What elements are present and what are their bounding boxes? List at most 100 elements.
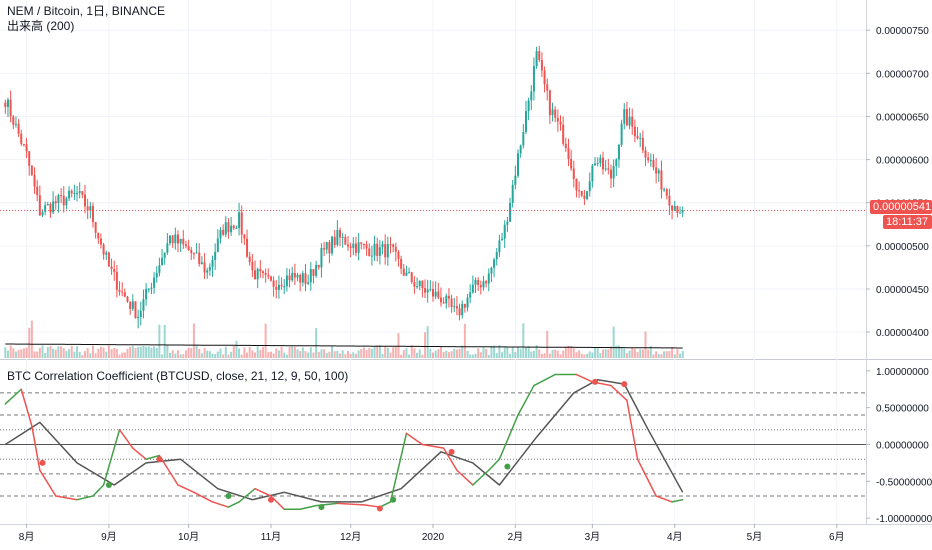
correlation-segment [472, 469, 490, 486]
indicator-title[interactable]: BTC Correlation Coefficient (BTCUSD, clo… [7, 369, 349, 383]
volume-bar [200, 353, 203, 358]
volume-bar [333, 351, 336, 358]
volume-bar [503, 346, 506, 358]
volume-bar [575, 352, 578, 358]
candle-body [261, 271, 264, 274]
volume-bar [256, 346, 259, 358]
volume-bar [439, 346, 442, 358]
candle-body [402, 268, 405, 276]
volume-bar [309, 347, 312, 358]
candle-body [434, 291, 437, 297]
volume-bar [240, 354, 243, 358]
correlation-segment [336, 502, 365, 506]
candle-body [208, 266, 211, 271]
candle-body [649, 160, 652, 162]
candle-body [397, 251, 400, 259]
volume-bar [317, 351, 320, 358]
volume-bar [360, 348, 363, 358]
volume-bar [437, 349, 440, 358]
candle-body [485, 281, 488, 284]
candle-body [309, 269, 312, 283]
cross-marker [390, 496, 397, 503]
volume-bar [182, 354, 185, 358]
volume-bar [455, 349, 458, 358]
volume-bar [301, 347, 304, 358]
candle-body [477, 279, 480, 285]
candle-body [511, 184, 514, 203]
volume-bar [275, 348, 278, 358]
volume-bar [370, 348, 373, 358]
candle-body [328, 242, 331, 254]
candle-body [357, 242, 360, 253]
time-tick-label: 9月 [101, 531, 117, 543]
candle-body [299, 274, 302, 283]
volume-bar [4, 347, 7, 358]
candle-body [352, 243, 355, 248]
candle-body [76, 192, 79, 194]
volume-bar [625, 353, 628, 358]
volume-bar [604, 349, 607, 358]
volume-bar [187, 347, 190, 358]
candle-body [325, 242, 328, 250]
volume-bar [139, 346, 142, 358]
candle-body [307, 282, 310, 284]
correlation-segment [76, 495, 94, 501]
volume-bar [647, 349, 650, 358]
correlation-segment [610, 384, 628, 402]
volume-bars [4, 320, 684, 358]
candle-body [22, 143, 25, 145]
volume-bar [551, 349, 554, 358]
candle-body [471, 284, 474, 293]
time-tick-label: 2月 [508, 531, 524, 543]
correlation-segment [533, 373, 556, 387]
candle-body [495, 252, 498, 260]
candle-body [301, 273, 304, 283]
volume-legend[interactable]: 出来高 (200) [7, 19, 75, 33]
candle-body [676, 206, 679, 213]
candle-body [548, 90, 551, 116]
volume-bar [68, 349, 71, 358]
volume-bar [368, 348, 371, 358]
volume-bar [296, 349, 299, 358]
candle-body [461, 303, 464, 316]
candle-body [408, 272, 411, 274]
candle-body [562, 124, 565, 144]
candle-body [280, 284, 283, 287]
volume-bar [402, 349, 405, 358]
candle-body [522, 132, 525, 146]
volume-bar [344, 354, 347, 358]
candle-body [304, 273, 307, 284]
candle-body [644, 150, 647, 158]
candle-body [155, 272, 158, 278]
candle-body [216, 238, 219, 252]
volume-bar [432, 352, 434, 358]
candle-body [663, 189, 666, 191]
volume-bar [94, 353, 97, 358]
volume-bar [378, 345, 381, 358]
volume-bar [243, 347, 246, 358]
symbol-title[interactable]: NEM / Bitcoin, 1日, BINANCE [7, 4, 166, 18]
candle-body [232, 225, 235, 229]
volume-bar [123, 352, 126, 358]
volume-bar [463, 323, 466, 358]
candle-body [14, 123, 17, 125]
candle-body [447, 295, 450, 299]
volume-bar [325, 352, 328, 358]
correlation-segment [145, 454, 161, 460]
candle-body [275, 286, 278, 290]
candle-body [153, 277, 156, 288]
candle-body [442, 302, 445, 304]
candle-body [214, 251, 217, 260]
volume-bar [176, 350, 179, 358]
volume-bar [381, 353, 384, 358]
volume-bar [349, 354, 352, 358]
volume-bar [599, 353, 602, 358]
volume-bar [190, 347, 193, 358]
price-candles [0, 45, 866, 329]
candle-body [655, 167, 658, 174]
volume-bar [631, 347, 634, 358]
volume-bar [373, 346, 376, 358]
volume-bar [129, 346, 132, 358]
volume-bar [570, 346, 573, 358]
